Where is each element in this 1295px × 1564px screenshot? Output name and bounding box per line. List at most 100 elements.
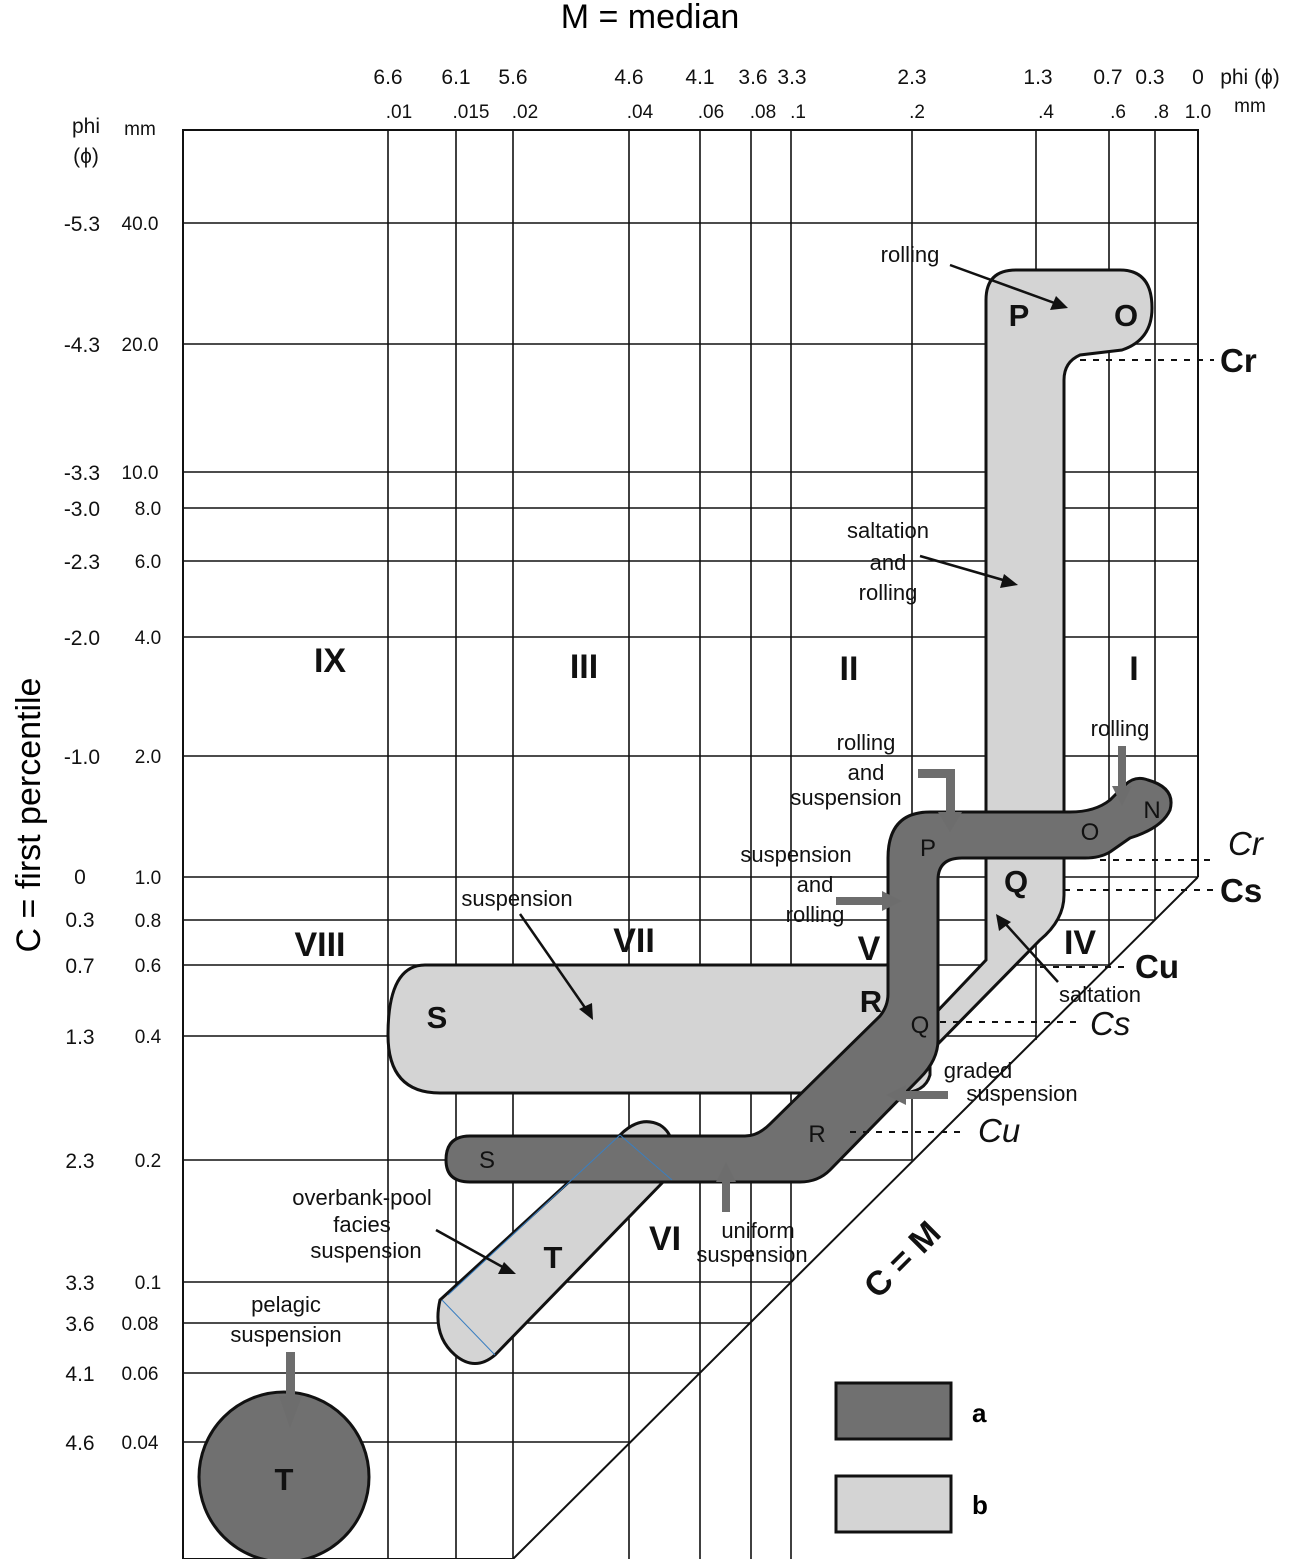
top-mm-label: mm xyxy=(1234,96,1266,117)
annotation-suspension-rolling-2: and xyxy=(797,872,834,897)
annotation-graded-1: graded xyxy=(944,1058,1013,1083)
segment-letters-a: N O P Q R S T xyxy=(275,797,1161,1497)
annotation-rolling-suspension-1: rolling xyxy=(837,730,896,755)
zone-label: III xyxy=(570,648,598,686)
top-phi-tick: 4.1 xyxy=(685,66,714,89)
annotation-rolling-top: rolling xyxy=(881,242,940,267)
y-axis-title: C = first percentile xyxy=(10,678,48,953)
overlay-line xyxy=(447,1134,621,1296)
top-phi-tick: 6.1 xyxy=(441,66,470,89)
segment-letters-b: P O Q R S T xyxy=(427,298,1138,1275)
annotation-uniform-1: uniform xyxy=(721,1218,794,1243)
t-band-overlay xyxy=(441,1134,673,1356)
zone-label: VI xyxy=(649,1220,681,1258)
annotation-graded-2: suspension xyxy=(966,1081,1077,1106)
annotation-rolling-suspension-3: suspension xyxy=(790,785,901,810)
left-mm-tick: 6.0 xyxy=(135,552,161,573)
segment-letter: N xyxy=(1143,797,1160,824)
left-phi-tick: -2.3 xyxy=(64,551,100,574)
top-phi-label: phi (ϕ) xyxy=(1220,66,1280,89)
segment-letter: P xyxy=(1009,298,1030,333)
segment-letter: S xyxy=(427,1000,448,1035)
left-phi-label: phi xyxy=(72,115,100,138)
annotation-suspension-rolling-1: suspension xyxy=(740,842,851,867)
legend-swatch-b xyxy=(834,1474,953,1534)
annotation-saltation-rolling-3: rolling xyxy=(859,580,918,605)
left-mm-tick: 0.04 xyxy=(122,1433,159,1454)
diagonal-label: C = M xyxy=(857,1214,949,1306)
arrowhead xyxy=(1050,296,1068,310)
gray-arrow-shaft xyxy=(904,1091,948,1099)
left-mm-tick: 0.4 xyxy=(135,1027,162,1048)
annotation-overbank-3: suspension xyxy=(310,1238,421,1263)
legend: a b xyxy=(834,1381,988,1534)
left-mm-tick: 0.6 xyxy=(135,956,161,977)
gray-arrowhead xyxy=(1112,786,1132,806)
segment-letter: S xyxy=(479,1147,495,1174)
top-mm-tick: .01 xyxy=(386,102,412,123)
left-mm-tick: 4.0 xyxy=(135,628,161,649)
annotation-pelagic-2: suspension xyxy=(230,1322,341,1347)
cs-b-label: Cs xyxy=(1220,872,1262,909)
left-phi-tick: 0.7 xyxy=(65,955,94,978)
arrow-saltation xyxy=(1001,919,1059,983)
gray-arrowhead xyxy=(279,1396,302,1428)
annotation-uniform-2: suspension xyxy=(696,1242,807,1267)
left-mm-tick: 0.08 xyxy=(122,1314,159,1335)
top-mm-tick: .6 xyxy=(1110,102,1126,123)
cr-a-label: Cr xyxy=(1228,825,1265,862)
cu-a-label: Cu xyxy=(978,1112,1020,1149)
arrowhead xyxy=(498,1262,516,1274)
annotation-overbank-1: overbank-pool xyxy=(292,1185,431,1210)
cr-b-label: Cr xyxy=(1220,342,1257,379)
arrowhead xyxy=(579,1003,593,1020)
top-mm-tick: .06 xyxy=(698,102,724,123)
annotation-pelagic-1: pelagic xyxy=(251,1292,321,1317)
left-mm-tick: 0.8 xyxy=(135,911,161,932)
left-phi-label2: (ϕ) xyxy=(73,145,99,168)
top-mm-tick: .8 xyxy=(1153,102,1169,123)
top-phi-tick: 4.6 xyxy=(614,66,643,89)
segment-letter: Q xyxy=(1004,864,1028,899)
left-phi-tick: -2.0 xyxy=(64,627,100,650)
left-axis: phi (ϕ) mm -5.3 -4.3 -3.3 -3.0 -2.3 -2.0… xyxy=(64,115,162,1455)
top-phi-tick: 6.6 xyxy=(373,66,402,89)
zone-label: IV xyxy=(1064,924,1096,962)
left-phi-tick: 0 xyxy=(74,866,86,889)
left-mm-tick: 2.0 xyxy=(135,747,161,768)
left-phi-tick: 3.3 xyxy=(65,1272,94,1295)
overlay-line xyxy=(441,1299,496,1356)
segment-letter: R xyxy=(860,984,882,1019)
top-mm-tick: .1 xyxy=(790,102,806,123)
diagram-frame xyxy=(182,129,1199,1559)
left-phi-tick: -4.3 xyxy=(64,334,100,357)
top-axis: 6.6 6.1 5.6 4.6 4.1 3.6 3.3 2.3 1.3 0.7 … xyxy=(373,66,1279,123)
gray-arrowhead xyxy=(886,1085,906,1105)
left-mm-tick: 10.0 xyxy=(122,463,159,484)
left-mm-tick: 0.06 xyxy=(122,1364,159,1385)
left-phi-tick: 2.3 xyxy=(65,1150,94,1173)
segment-letter: O xyxy=(1081,819,1100,846)
arrowhead xyxy=(1000,574,1018,588)
top-phi-tick: 1.3 xyxy=(1023,66,1052,89)
gray-arrow-shaft xyxy=(722,1180,730,1212)
left-phi-tick: -3.3 xyxy=(64,462,100,485)
c-equals-m-line xyxy=(512,876,1199,1560)
top-phi-tick: 3.6 xyxy=(738,66,767,89)
annotation-saltation: saltation xyxy=(1059,982,1141,1007)
zone-label: V xyxy=(858,930,881,968)
top-mm-tick: 1.0 xyxy=(1185,102,1211,123)
top-mm-tick: .2 xyxy=(909,102,925,123)
segment-letter: R xyxy=(808,1121,825,1148)
gray-arrow-shaft xyxy=(286,1352,295,1398)
top-phi-tick: 3.3 xyxy=(777,66,806,89)
annotation-rolling-suspension-2: and xyxy=(848,760,885,785)
segment-letter: O xyxy=(1114,298,1138,333)
left-phi-tick: -5.3 xyxy=(64,213,100,236)
pattern-b-po-band xyxy=(908,268,1154,1052)
diagram-title: M = median xyxy=(561,0,740,36)
left-mm-tick: 40.0 xyxy=(122,214,159,235)
left-phi-tick: 3.6 xyxy=(65,1313,94,1336)
pattern-a-band xyxy=(444,776,1173,1184)
